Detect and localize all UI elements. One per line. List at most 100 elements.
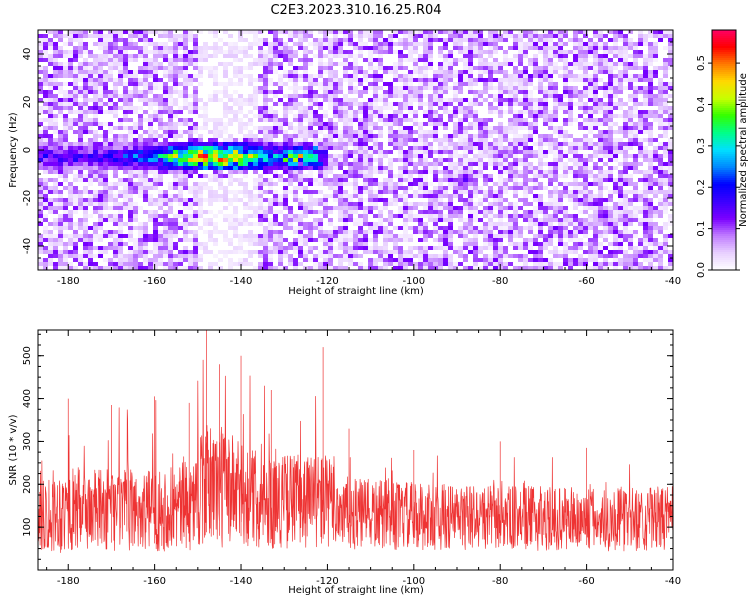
spectrogram-cell bbox=[183, 54, 188, 58]
spectrogram-cell bbox=[628, 210, 633, 214]
spectrogram-cell bbox=[558, 226, 563, 230]
spectrogram-cell bbox=[533, 178, 538, 182]
spectrogram-cell bbox=[548, 54, 553, 58]
spectrogram-cell bbox=[618, 150, 623, 154]
spectrogram-cell bbox=[573, 194, 578, 198]
spectrogram-cell bbox=[283, 146, 288, 150]
spectrogram-cell bbox=[238, 170, 243, 174]
spectrogram-cell bbox=[618, 218, 623, 222]
spectrogram-cell bbox=[513, 134, 518, 138]
spectrogram-cell bbox=[483, 166, 488, 170]
spectrogram-cell bbox=[458, 126, 463, 130]
spectrogram-cell bbox=[143, 146, 148, 150]
spectrogram-cell bbox=[513, 66, 518, 70]
spectrogram-cell bbox=[208, 130, 213, 134]
spectrogram-cell bbox=[93, 58, 98, 62]
spectrogram-cell bbox=[133, 82, 138, 86]
spectrogram-cell bbox=[38, 150, 43, 154]
spectrogram-cell bbox=[358, 162, 363, 166]
spectrogram-cell bbox=[268, 98, 273, 102]
spectrogram-cell bbox=[553, 226, 558, 230]
spectrogram-cell bbox=[123, 62, 128, 66]
spectrogram-cell bbox=[73, 166, 78, 170]
spectrogram-cell bbox=[128, 146, 133, 150]
spectrogram-cell bbox=[493, 42, 498, 46]
spectrogram-cell bbox=[293, 226, 298, 230]
spectrogram-cell bbox=[393, 34, 398, 38]
spectrogram-cell bbox=[98, 66, 103, 70]
spectrogram-cell bbox=[263, 82, 268, 86]
spectrogram-cell bbox=[238, 38, 243, 42]
spectrogram-cell bbox=[78, 198, 83, 202]
spectrogram-cell bbox=[573, 222, 578, 226]
spectrogram-cell bbox=[148, 66, 153, 70]
spectrogram-cell bbox=[338, 86, 343, 90]
spectrogram-cell bbox=[403, 78, 408, 82]
spectrogram-cell bbox=[258, 198, 263, 202]
spectrogram-cell bbox=[458, 170, 463, 174]
spectrogram-cell bbox=[498, 210, 503, 214]
spectrogram-cell bbox=[178, 82, 183, 86]
spectrogram-cell bbox=[498, 86, 503, 90]
spectrogram-cell bbox=[218, 154, 223, 158]
spectrogram-cell bbox=[513, 230, 518, 234]
spectrogram-cell bbox=[173, 82, 178, 86]
spectrogram-cell bbox=[148, 210, 153, 214]
spectrogram-cell bbox=[453, 98, 458, 102]
spectrogram-cell bbox=[228, 222, 233, 226]
spectrogram-cell bbox=[348, 166, 353, 170]
spectrogram-cell bbox=[298, 34, 303, 38]
spectrogram-cell bbox=[633, 106, 638, 110]
spectrogram-cell bbox=[458, 34, 463, 38]
spectrogram-cell bbox=[453, 58, 458, 62]
spectrogram-cell bbox=[288, 154, 293, 158]
spectrogram-cell bbox=[153, 134, 158, 138]
spectrogram-cell bbox=[368, 198, 373, 202]
spectrogram-cell bbox=[608, 218, 613, 222]
spectrogram-cell bbox=[288, 134, 293, 138]
spectrogram-cell bbox=[353, 166, 358, 170]
spectrogram-cell bbox=[453, 178, 458, 182]
spectrogram-cell bbox=[608, 130, 613, 134]
spectrogram-cell bbox=[38, 86, 43, 90]
spectrogram-cell bbox=[358, 142, 363, 146]
spectrogram-cell bbox=[333, 130, 338, 134]
spectrogram-cell bbox=[533, 222, 538, 226]
spectrogram-cell bbox=[108, 190, 113, 194]
spectrogram-cell bbox=[123, 206, 128, 210]
spectrogram-cell bbox=[298, 86, 303, 90]
spectrogram-cell bbox=[528, 98, 533, 102]
spectrogram-cell bbox=[658, 166, 663, 170]
spectrogram-cell bbox=[203, 146, 208, 150]
spectrogram-cell bbox=[213, 66, 218, 70]
spectrogram-cell bbox=[78, 222, 83, 226]
spectrogram-cell bbox=[368, 190, 373, 194]
spectrogram-cell bbox=[123, 142, 128, 146]
spectrogram-cell bbox=[193, 62, 198, 66]
spectrogram-cell bbox=[203, 198, 208, 202]
spectrogram-cell bbox=[98, 134, 103, 138]
spectrogram-cell bbox=[288, 62, 293, 66]
spectrogram-cell bbox=[258, 46, 263, 50]
spectrogram-cell bbox=[338, 46, 343, 50]
spectrogram-cell bbox=[658, 30, 663, 34]
spectrogram-cell bbox=[248, 134, 253, 138]
spectrogram-cell bbox=[603, 222, 608, 226]
spectrogram-cell bbox=[553, 206, 558, 210]
spectrogram-cell bbox=[233, 210, 238, 214]
spectrogram-cell bbox=[278, 50, 283, 54]
spectrogram-cell bbox=[298, 198, 303, 202]
spectrogram-cell bbox=[58, 50, 63, 54]
spectrogram-cell bbox=[53, 106, 58, 110]
spectrogram-cell bbox=[58, 138, 63, 142]
spectrogram-cell bbox=[493, 106, 498, 110]
spectrogram-cell bbox=[558, 50, 563, 54]
spectrogram-cell bbox=[168, 182, 173, 186]
spectrogram-cell bbox=[473, 138, 478, 142]
spectrogram-cell bbox=[178, 186, 183, 190]
spectrogram-cell bbox=[253, 178, 258, 182]
spectrogram-cell bbox=[533, 58, 538, 62]
spectrogram-cell bbox=[148, 146, 153, 150]
spectrogram-cell bbox=[303, 142, 308, 146]
spectrogram-cell bbox=[448, 194, 453, 198]
